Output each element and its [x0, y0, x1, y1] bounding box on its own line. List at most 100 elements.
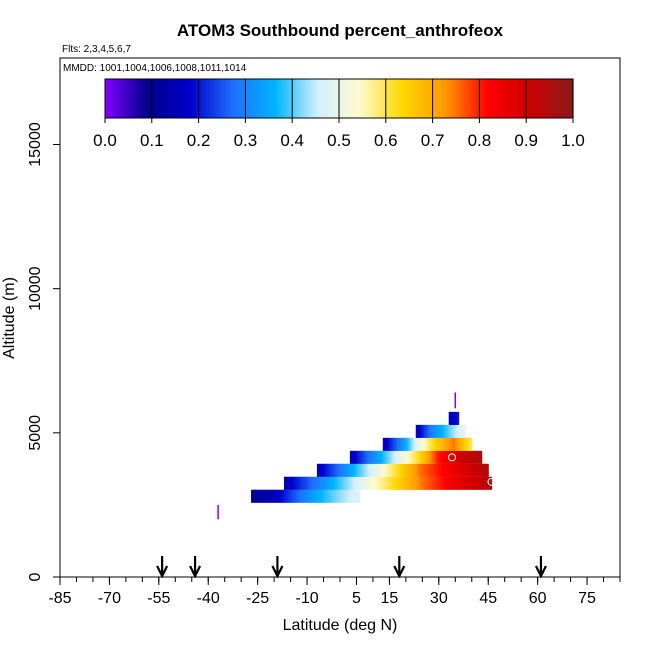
data-cell [458, 450, 461, 464]
data-cell [427, 476, 430, 490]
data-cell [433, 450, 436, 464]
data-cell [484, 463, 486, 477]
data-cell [330, 463, 333, 477]
colorbar-swatch [227, 79, 229, 118]
data-cell [394, 437, 397, 451]
colorbar-swatch [372, 79, 374, 118]
colorbar-swatch [353, 79, 355, 118]
data-cell [384, 437, 387, 451]
colorbar-swatch [213, 79, 215, 118]
colorbar-swatch [234, 79, 236, 118]
data-cell [435, 463, 437, 477]
colorbar-swatch [154, 79, 156, 118]
data-cell [480, 476, 483, 490]
data-cell [453, 411, 456, 425]
data-cell [295, 476, 298, 490]
colorbar-swatch [423, 79, 425, 118]
data-cell [455, 463, 457, 477]
data-cell [337, 476, 340, 490]
data-cell [356, 450, 359, 464]
data-cell [356, 489, 359, 503]
colorbar-swatch [360, 79, 362, 118]
colorbar-swatch [373, 79, 375, 118]
data-cell [343, 463, 346, 477]
colorbar-swatch [186, 79, 188, 118]
colorbar-swatch [293, 79, 295, 118]
data-cell [344, 463, 347, 477]
colorbar-swatch [357, 79, 359, 118]
data-cell [380, 463, 382, 477]
data-cell [353, 489, 356, 503]
colorbar-swatch [266, 79, 268, 118]
colorbar-swatch [371, 79, 373, 118]
data-cell [425, 463, 427, 477]
colorbar-swatch [342, 79, 344, 118]
data-cell [413, 450, 416, 464]
data-cell [375, 463, 377, 477]
data-cell [436, 463, 438, 477]
data-cell [430, 476, 433, 490]
data-cell [439, 476, 442, 490]
colorbar-swatch [515, 79, 517, 118]
data-cell [468, 450, 471, 464]
data-cell [373, 463, 375, 477]
colorbar-swatch [246, 79, 248, 118]
data-cell [383, 463, 385, 477]
data-cell [313, 489, 316, 503]
data-cell [470, 463, 472, 477]
data-cell [417, 424, 420, 438]
colorbar-swatch [226, 79, 228, 118]
colorbar-swatch [276, 79, 278, 118]
data-cell [382, 437, 385, 451]
colorbar-swatch [559, 79, 561, 118]
colorbar-swatch [172, 79, 174, 118]
data-cell [464, 476, 467, 490]
data-cell [280, 489, 283, 503]
data-cell [376, 463, 378, 477]
colorbar-swatch [294, 79, 296, 118]
colorbar-swatch [513, 79, 515, 118]
colorbar-swatch [197, 79, 199, 118]
data-cell [447, 424, 449, 438]
data-cell [359, 450, 362, 464]
data-cell [359, 476, 362, 490]
colorbar-swatch [556, 79, 558, 118]
colorbar-swatch [133, 79, 135, 118]
colorbar-swatch [446, 79, 448, 118]
colorbar-swatch [370, 79, 372, 118]
x-axis-label: Latitude (deg N) [283, 617, 398, 634]
data-cell [469, 476, 472, 490]
data-cell [432, 476, 435, 490]
colorbar-swatch [571, 79, 573, 118]
colorbar-swatch [551, 79, 553, 118]
data-cell [432, 437, 435, 451]
colorbar-swatch [489, 79, 491, 118]
data-cell [402, 463, 404, 477]
colorbar-swatch [330, 79, 332, 118]
colorbar-swatch [211, 79, 213, 118]
data-cell [425, 424, 428, 438]
data-cell [387, 463, 389, 477]
data-cell [367, 463, 369, 477]
data-cell [381, 476, 384, 490]
colorbar-swatch [505, 79, 507, 118]
colorbar-swatch [289, 79, 291, 118]
data-cell [334, 463, 337, 477]
colorbar-swatch [362, 79, 364, 118]
data-cell [332, 489, 335, 503]
data-cell [420, 463, 422, 477]
data-cell [289, 489, 292, 503]
colorbar-swatch [184, 79, 186, 118]
colorbar-swatch [557, 79, 559, 118]
data-cell [434, 450, 437, 464]
colorbar-swatch [450, 79, 452, 118]
colorbar-swatch [455, 79, 457, 118]
data-cell [456, 450, 459, 464]
colorbar-swatch [321, 79, 323, 118]
colorbar-swatch [149, 79, 151, 118]
data-cell [458, 424, 460, 438]
colorbar-swatch [316, 79, 318, 118]
colorbar-swatch [168, 79, 170, 118]
data-cell [451, 424, 453, 438]
data-cell [359, 463, 361, 477]
